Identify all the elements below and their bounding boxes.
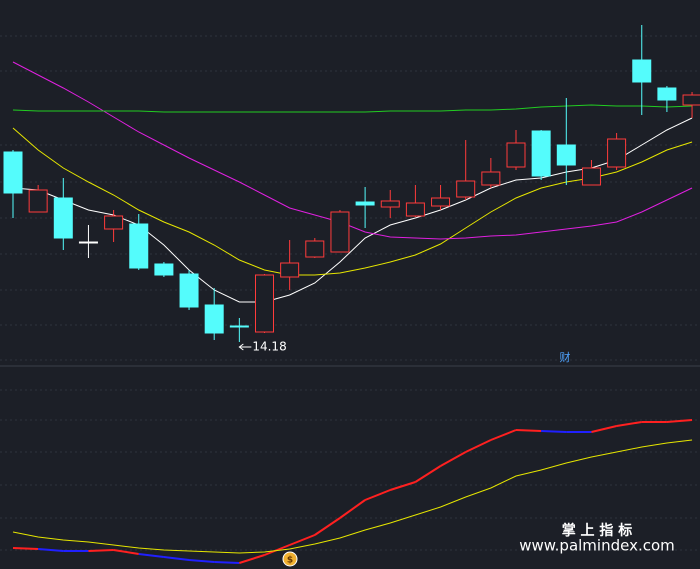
- indicator-segment: [239, 554, 265, 564]
- indicator-segment: [414, 465, 442, 483]
- indicator-segment: [289, 534, 316, 546]
- candle-body: [280, 262, 300, 278]
- line-series: [12, 104, 693, 113]
- indicator-segment: [515, 429, 542, 432]
- candle-body: [405, 202, 425, 217]
- candle-body: [255, 274, 274, 333]
- line-series: [12, 117, 693, 303]
- line-series: [12, 439, 693, 554]
- candle-body: [179, 273, 199, 308]
- candle-body: [330, 211, 350, 253]
- candle-body: [204, 304, 224, 334]
- candle-body: [632, 59, 652, 83]
- candle-body: [3, 151, 23, 194]
- candle-body: [506, 142, 526, 168]
- candle-body: [456, 180, 476, 198]
- indicator-segment: [541, 430, 567, 433]
- candle-body: [355, 201, 375, 206]
- indicator-segment: [591, 425, 617, 433]
- line-series: [12, 61, 693, 240]
- candle-body: [129, 223, 149, 269]
- candle-body: [28, 189, 48, 213]
- candle-body: [607, 138, 627, 168]
- indicator-segment: [616, 421, 642, 427]
- coin-icon: $: [282, 551, 298, 567]
- candle-body: [481, 171, 501, 186]
- event-marker: 财: [560, 350, 571, 364]
- indicator-segment: [314, 517, 341, 536]
- watermark-title: 掌 上 指 标: [562, 522, 633, 539]
- annotation-label: 14.18: [252, 340, 286, 354]
- indicator-segment: [138, 553, 165, 558]
- candle-body: [305, 240, 325, 258]
- indicator-segment: [364, 489, 391, 501]
- indicator-segment: [339, 499, 366, 519]
- candle-body: [556, 144, 576, 166]
- candle-body: [682, 94, 700, 106]
- svg-text:$: $: [287, 556, 293, 566]
- candle-body: [581, 167, 601, 186]
- candle-body: [531, 130, 551, 177]
- candle-body: [53, 197, 73, 239]
- candle-body: [229, 325, 249, 328]
- indicator-segment: [163, 556, 190, 561]
- indicator-segment: [490, 429, 517, 441]
- indicator-segment: [440, 451, 467, 467]
- candle-body: [78, 241, 98, 244]
- line-series: [12, 127, 693, 276]
- indicator-segment: [113, 549, 139, 555]
- indicator-segment: [188, 559, 215, 563]
- annotation-arrow: [238, 343, 252, 351]
- indicator-segment: [12, 547, 39, 550]
- candle-body: [104, 215, 124, 230]
- indicator-segment: [88, 549, 114, 552]
- candle-body: [657, 87, 677, 101]
- indicator-segment: [214, 561, 240, 564]
- watermark-url: www.palmindex.com: [519, 537, 675, 555]
- indicator-segment: [38, 548, 64, 552]
- candle-body: [380, 200, 400, 208]
- indicator-segment: [666, 419, 693, 423]
- indicator-segment: [465, 439, 492, 453]
- candle-body: [154, 263, 174, 276]
- candle-body: [431, 197, 451, 207]
- indicator-segment: [389, 481, 416, 491]
